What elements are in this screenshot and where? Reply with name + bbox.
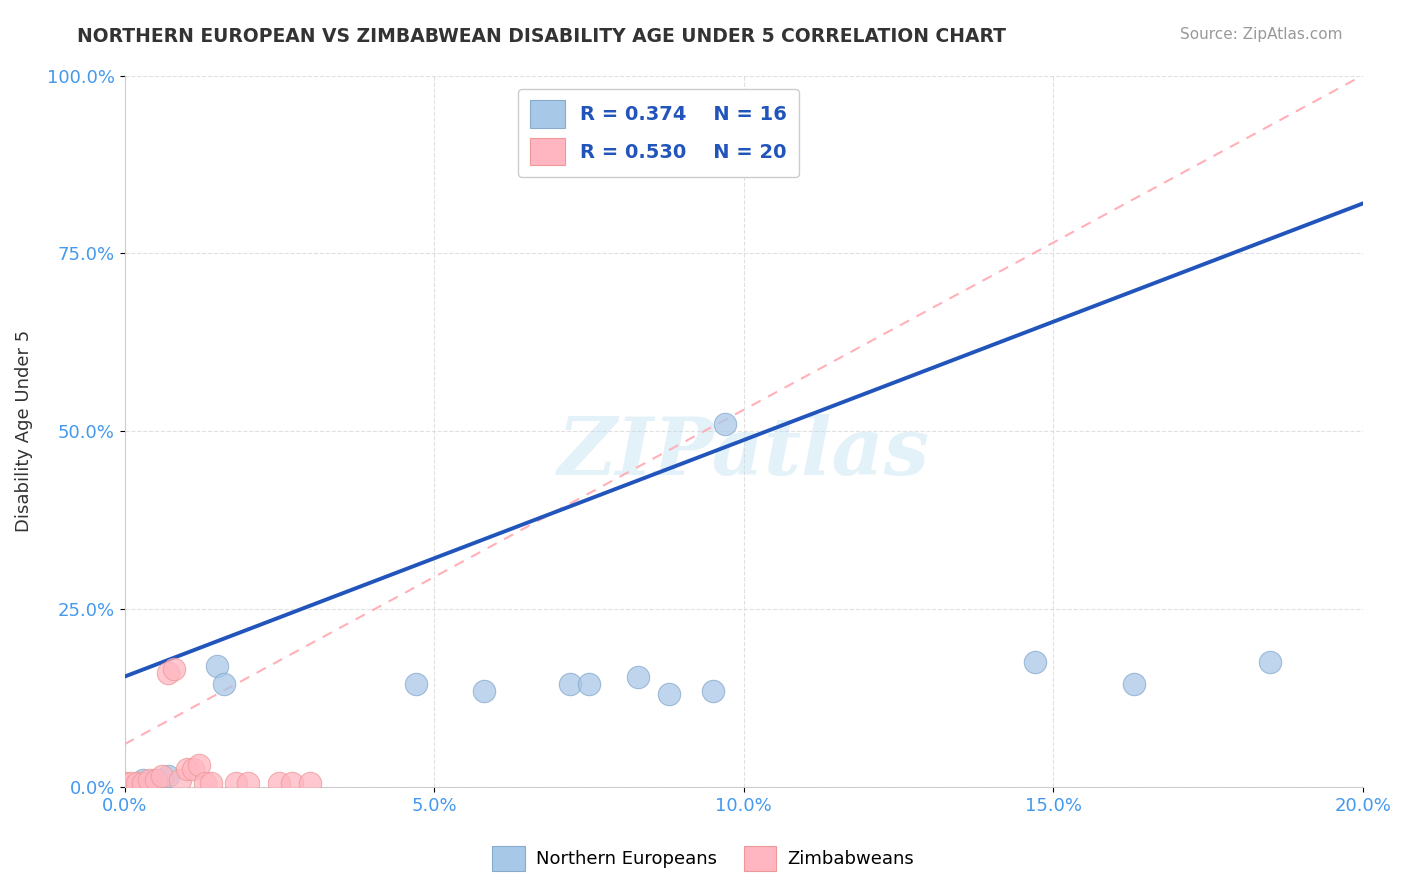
Point	[714, 417, 737, 431]
Point	[156, 666, 179, 681]
Point	[472, 683, 495, 698]
Point	[200, 776, 222, 790]
Point	[405, 676, 427, 690]
Point	[269, 776, 291, 790]
Point	[194, 776, 217, 790]
Point	[132, 772, 155, 787]
Point	[578, 676, 600, 690]
Point	[225, 776, 247, 790]
Point	[114, 776, 136, 790]
Point	[187, 758, 209, 772]
Point	[145, 772, 167, 787]
Point	[627, 670, 650, 684]
Point	[132, 776, 155, 790]
Legend: R = 0.374    N = 16, R = 0.530    N = 20: R = 0.374 N = 16, R = 0.530 N = 20	[517, 89, 799, 177]
Point	[1122, 676, 1144, 690]
Point	[150, 769, 173, 783]
Y-axis label: Disability Age Under 5: Disability Age Under 5	[15, 330, 32, 533]
Point	[560, 676, 582, 690]
Point	[299, 776, 322, 790]
Legend: Northern Europeans, Zimbabweans: Northern Europeans, Zimbabweans	[485, 838, 921, 879]
Point	[169, 772, 191, 787]
Point	[280, 776, 302, 790]
Point	[1024, 656, 1046, 670]
Point	[176, 762, 198, 776]
Point	[156, 769, 179, 783]
Point	[1258, 656, 1281, 670]
Text: ZIPatlas: ZIPatlas	[558, 414, 929, 491]
Point	[181, 762, 204, 776]
Point	[658, 687, 681, 701]
Text: NORTHERN EUROPEAN VS ZIMBABWEAN DISABILITY AGE UNDER 5 CORRELATION CHART: NORTHERN EUROPEAN VS ZIMBABWEAN DISABILI…	[77, 27, 1007, 45]
Point	[120, 776, 142, 790]
Point	[207, 659, 229, 673]
Point	[702, 683, 724, 698]
Point	[163, 663, 186, 677]
Point	[238, 776, 260, 790]
Point	[145, 772, 167, 787]
Point	[212, 676, 235, 690]
Point	[125, 776, 148, 790]
Point	[138, 772, 160, 787]
Text: Source: ZipAtlas.com: Source: ZipAtlas.com	[1180, 27, 1343, 42]
